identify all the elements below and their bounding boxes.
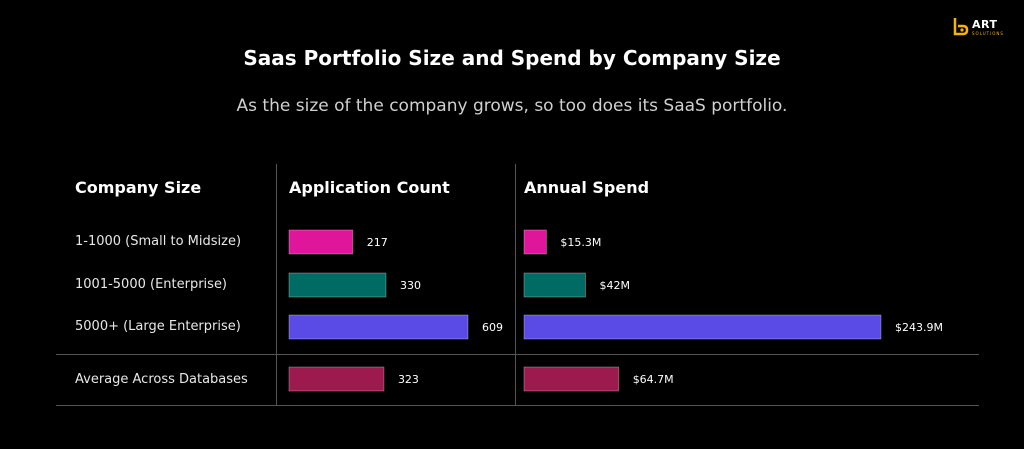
header-application-count: Application Count	[289, 178, 450, 197]
header-company-size: Company Size	[75, 178, 202, 197]
row-label-enterprise: 1001-5000 (Enterprise)	[75, 277, 228, 292]
logo-mark-icon	[953, 18, 969, 36]
header-annual-spend: Annual Spend	[524, 178, 650, 197]
label-app-count-3: 323	[398, 373, 419, 386]
bar-annual-spend-0	[523, 229, 547, 255]
table-bottom-border	[56, 405, 979, 406]
bar-annual-spend-2	[523, 314, 882, 340]
label-app-count-1: 330	[400, 279, 421, 292]
bar-app-count-1	[288, 272, 387, 298]
label-annual-spend-3: $64.7M	[633, 373, 674, 386]
row-label-average: Average Across Databases	[75, 372, 248, 387]
chart-title: Saas Portfolio Size and Spend by Company…	[243, 46, 781, 70]
column-divider-1	[276, 164, 277, 405]
label-annual-spend-2: $243.9M	[895, 321, 943, 334]
bar-app-count-0	[288, 229, 354, 255]
label-app-count-0: 217	[367, 236, 388, 249]
row-label-large-enterprise: 5000+ (Large Enterprise)	[75, 319, 241, 334]
label-annual-spend-0: $15.3M	[560, 236, 601, 249]
chart-subtitle: As the size of the company grows, so too…	[236, 96, 788, 116]
bar-app-count-2	[288, 314, 469, 340]
row-divider-average	[56, 354, 979, 355]
bar-annual-spend-3	[523, 366, 620, 392]
label-annual-spend-1: $42M	[599, 279, 630, 292]
column-divider-2	[515, 164, 516, 405]
label-app-count-2: 609	[482, 321, 503, 334]
row-label-small-midsize: 1-1000 (Small to Midsize)	[75, 234, 242, 249]
logo-subtext: SOLUTIONS	[972, 31, 1004, 36]
logo-text: ART	[972, 18, 998, 31]
bar-app-count-3	[288, 366, 385, 392]
bar-annual-spend-1	[523, 272, 586, 298]
brand-logo: ART SOLUTIONS	[952, 16, 1012, 40]
